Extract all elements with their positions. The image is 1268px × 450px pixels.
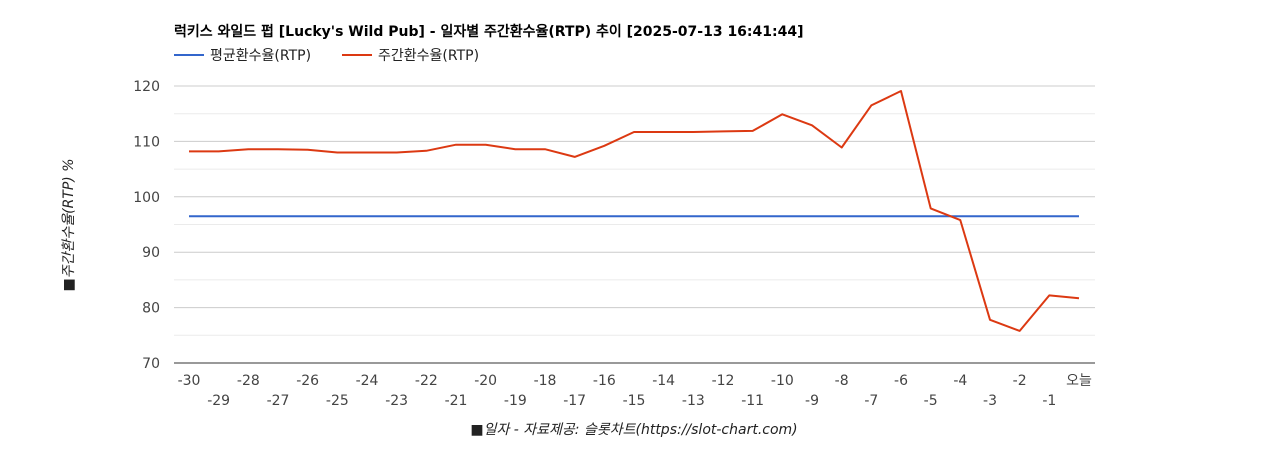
x-tick-label: -20 — [474, 373, 497, 389]
y-tick-label: 90 — [142, 245, 160, 261]
legend-label-average: 평균환수율(RTP) — [210, 48, 311, 64]
chart-title: 럭키스 와일드 펍 [Lucky's Wild Pub] - 일자별 주간환수율… — [174, 23, 804, 40]
series-line-weekly-rtp — [189, 90, 1080, 332]
x-tick-label: -12 — [712, 373, 735, 389]
x-tick-label: -14 — [652, 373, 675, 389]
x-tick-label: -13 — [682, 393, 705, 409]
x-axis-title: ■일자 - 자료제공: 슬롯차트(https://slot-chart.com) — [470, 422, 797, 438]
x-tick-label: -6 — [894, 373, 908, 389]
x-tick-label: -2 — [1013, 373, 1027, 389]
x-tick-label: -4 — [953, 373, 967, 389]
x-tick-label: -27 — [267, 393, 290, 409]
x-tick-label: -30 — [178, 373, 201, 389]
legend: 평균환수율(RTP) 주간환수율(RTP) — [174, 48, 479, 64]
y-tick-label: 120 — [133, 79, 160, 95]
x-tick-label: -25 — [326, 393, 349, 409]
legend-label-weekly: 주간환수율(RTP) — [378, 48, 479, 64]
y-tick-label: 100 — [133, 190, 160, 206]
y-axis-ticks: 70 80 90 100 110 120 — [133, 79, 160, 372]
x-tick-label: -10 — [771, 373, 794, 389]
x-tick-label: -17 — [563, 393, 586, 409]
x-tick-label: -3 — [983, 393, 997, 409]
x-tick-label: -21 — [445, 393, 468, 409]
x-tick-label: -1 — [1042, 393, 1056, 409]
x-axis-ticks: -30-29-28-27-26-25-24-23-22-21-20-19-18-… — [178, 373, 1092, 409]
y-axis-title: ■주간환수율(RTP) % — [61, 158, 77, 291]
x-tick-label: -16 — [593, 373, 616, 389]
x-tick-label: -23 — [385, 393, 408, 409]
x-tick-label: -26 — [296, 373, 319, 389]
x-tick-label: -28 — [237, 373, 260, 389]
x-tick-label: -5 — [924, 393, 938, 409]
x-tick-label: -7 — [864, 393, 878, 409]
x-tick-label: -22 — [415, 373, 438, 389]
x-tick-label: -15 — [623, 393, 646, 409]
x-tick-label: -11 — [741, 393, 764, 409]
x-tick-label: -9 — [805, 393, 819, 409]
y-tick-label: 70 — [142, 356, 160, 372]
x-tick-label: -8 — [835, 373, 849, 389]
series-lines — [189, 90, 1080, 332]
x-tick-label: -24 — [356, 373, 379, 389]
x-tick-label: -19 — [504, 393, 527, 409]
y-tick-label: 80 — [142, 301, 160, 317]
y-tick-label: 110 — [133, 134, 160, 150]
x-tick-label: -18 — [534, 373, 557, 389]
x-tick-label: 오늘 — [1066, 373, 1092, 389]
gridlines — [174, 85, 1095, 364]
x-tick-label: -29 — [207, 393, 230, 409]
